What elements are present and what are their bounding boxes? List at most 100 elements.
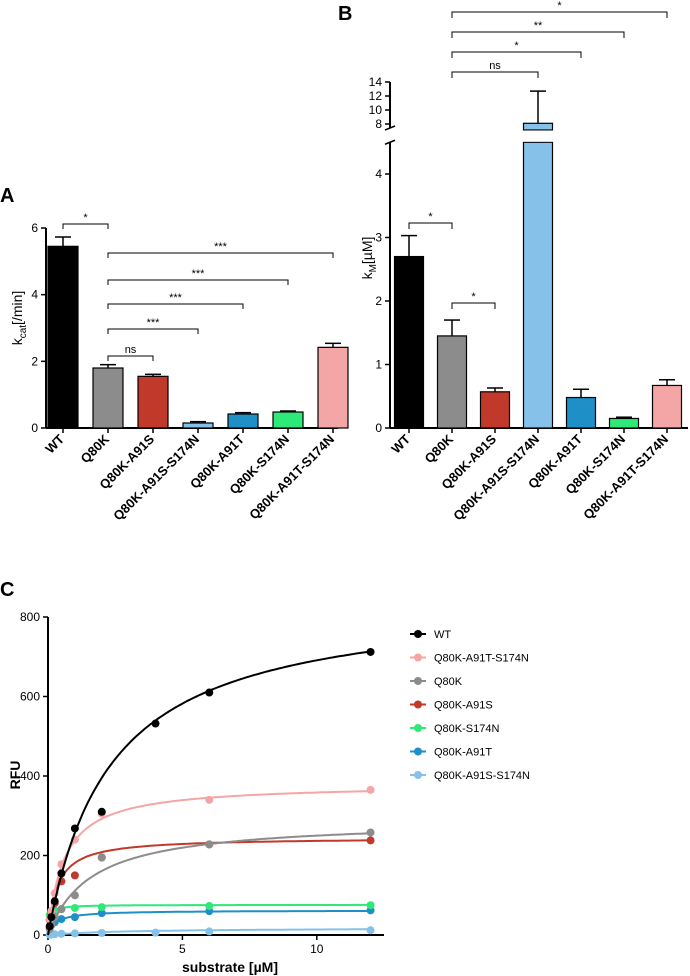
panel-b-y-title-unit: [µM] — [359, 237, 375, 265]
panel-c-kinetics-chart: RFU substrate [µM] 0 200 400 600 800 0 5 10 WT Q8… — [7, 610, 530, 975]
panel-letter-a: A — [0, 185, 14, 207]
panel-c-point-q80k-a91s-s174n — [57, 929, 66, 938]
panel-c-point-q80k-a91s — [366, 836, 375, 845]
panel-b-significance-label: * — [428, 211, 433, 223]
panel-c-legend-label-q80k-a91s-s174n: Q80K-A91S-S174N — [434, 770, 530, 782]
panel-b-significance-bracket — [451, 31, 625, 38]
panel-a-significance-label: *** — [192, 268, 206, 280]
panel-a-y-title-main: k — [9, 337, 25, 345]
panel-a-y-tick-label: 4 — [31, 288, 38, 302]
panel-c-point-wt — [45, 922, 54, 931]
panel-c-legend-marker-q80k-s174n — [414, 724, 422, 732]
panel-a-y-tick-label: 0 — [31, 421, 38, 435]
panel-a-x-tick-label: Q80K — [77, 431, 112, 466]
panel-c-point-q80k-s174n — [97, 903, 106, 912]
panel-a-significance-label: ns — [125, 344, 137, 356]
panel-a-significance-label: *** — [214, 241, 228, 253]
panel-b-bar-q80k-a91t — [565, 396, 597, 429]
panel-a-y-title-sub: cat — [18, 325, 29, 339]
panel-b-axis-break-mark — [384, 139, 396, 145]
panel-c-legend-label-q80k-s174n: Q80K-S174N — [434, 723, 499, 735]
panel-c-point-q80k-s174n — [70, 903, 79, 912]
panel-c-point-wt — [50, 897, 59, 906]
panel-b-y-tick-label-upper: 14 — [369, 75, 383, 89]
panel-c-legend-marker-q80k-a91s-s174n — [414, 771, 422, 779]
panel-b-x-tick-label: WT — [388, 431, 413, 456]
panel-b-bar-q80k — [436, 335, 468, 429]
panel-c-point-q80k-a91s-s174n — [205, 927, 214, 936]
panel-b-bar-break-gap — [522, 130, 554, 142]
panel-a-bar-q80k-s174n — [272, 411, 304, 429]
panel-c-point-wt — [97, 807, 106, 816]
panel-c-y-tick-label: 0 — [33, 928, 40, 942]
panel-c-fit-curve-q80k — [47, 832, 371, 936]
panel-c-point-q80k-a91t-s174n — [366, 785, 375, 794]
panel-b-y-tick-label: 3 — [375, 231, 382, 245]
panel-c-x-tick-label: 5 — [179, 942, 186, 956]
panel-c-x-axis-title: substrate [µM] — [182, 959, 278, 975]
panel-b-y-tick-label: 1 — [375, 358, 382, 372]
panel-a-bar-q80k-a91s-s174n — [182, 422, 214, 429]
panel-a-significance-bracket — [107, 355, 154, 361]
panel-b-significance-bracket — [451, 71, 539, 78]
panel-a-significance-label: *** — [169, 292, 183, 304]
panel-c-point-q80k-a91s-s174n — [366, 926, 375, 935]
panel-b-bar-wt — [393, 255, 425, 429]
panel-b-x-tick-label: Q80K — [421, 431, 456, 466]
panel-a-significance-bracket — [107, 252, 334, 258]
panel-b-y-tick-label-upper: 10 — [369, 103, 383, 117]
panel-b-significance-label: ** — [534, 20, 543, 32]
panel-c-point-wt — [57, 869, 66, 878]
panel-a-y-tick-label: 2 — [31, 354, 38, 368]
panel-b-y-tick-label: 0 — [375, 421, 382, 435]
panel-b-bar-q80k-a91t-s174n — [651, 384, 683, 429]
panel-a-significance-label: * — [83, 212, 88, 224]
panel-b-y-axis-title: kM[µM] — [359, 237, 379, 280]
panel-a-significance-bracket — [62, 223, 109, 229]
panel-c-point-wt — [47, 913, 56, 922]
panel-b-y-tick-label-upper: 8 — [375, 117, 382, 131]
panel-b-x-tick-label: Q80K-A91T-S174N — [580, 432, 671, 523]
panel-c-legend-label-q80k: Q80K — [434, 676, 463, 688]
panel-a-x-tick-label: Q80K-A91S-S174N — [110, 432, 202, 524]
panel-c-point-q80k-a91s-s174n — [151, 928, 160, 937]
panel-b-significance-label: * — [514, 40, 519, 52]
panel-b-bar-q80k-s174n — [608, 417, 640, 429]
panel-a-bar-q80k — [92, 367, 124, 429]
panel-b-y-tick-label-upper: 12 — [369, 89, 383, 103]
panel-b-significance-label: * — [557, 0, 562, 12]
panel-a-bar-q80k-a91t — [227, 413, 259, 429]
panel-c-point-q80k-s174n — [205, 901, 214, 910]
panel-b-y-tick-label: 4 — [375, 167, 382, 181]
panel-c-legend-label-q80k-a91t-s174n: Q80K-A91T-S174N — [434, 653, 529, 665]
panel-c-point-q80k — [97, 853, 106, 862]
panel-c-point-q80k-a91s — [70, 871, 79, 880]
panel-c-point-q80k-a91s-s174n — [97, 929, 106, 938]
panel-b-axis-break-mark — [384, 125, 396, 131]
panel-a-y-title-unit: [/min] — [9, 291, 25, 325]
panel-a-significance-bracket — [107, 328, 199, 334]
panel-letter-b: B — [338, 3, 352, 25]
panel-b-significance-label: ns — [489, 60, 501, 72]
panel-c-point-q80k-a91s-s174n — [50, 930, 59, 939]
panel-c-point-wt — [70, 824, 79, 833]
panel-a-x-tick-label: Q80K-A91T-S174N — [246, 432, 337, 523]
panel-b-significance-bracket — [451, 51, 582, 58]
panel-b-significance-bracket — [451, 302, 496, 309]
panel-a-y-tick-label: 6 — [31, 221, 38, 235]
panel-c-legend-label-wt: WT — [434, 629, 451, 641]
panel-b-significance-label: * — [471, 291, 476, 303]
panel-c-y-tick-label: 400 — [20, 769, 40, 783]
panel-c-point-wt — [205, 688, 214, 697]
panel-a-bar-wt — [47, 245, 79, 429]
panel-c-legend-marker-q80k-a91s — [414, 700, 422, 709]
panel-c-point-q80k-a91s-s174n — [70, 929, 79, 938]
panel-a-bar-q80k-a91s — [137, 375, 169, 429]
panel-a-significance-bracket — [107, 279, 289, 285]
panel-c-legend-marker-q80k-a91t — [414, 747, 422, 756]
panel-c-point-q80k-a91t — [57, 915, 66, 924]
panel-c-x-tick-label: 0 — [45, 942, 52, 956]
panel-b-significance-bracket — [408, 222, 453, 229]
